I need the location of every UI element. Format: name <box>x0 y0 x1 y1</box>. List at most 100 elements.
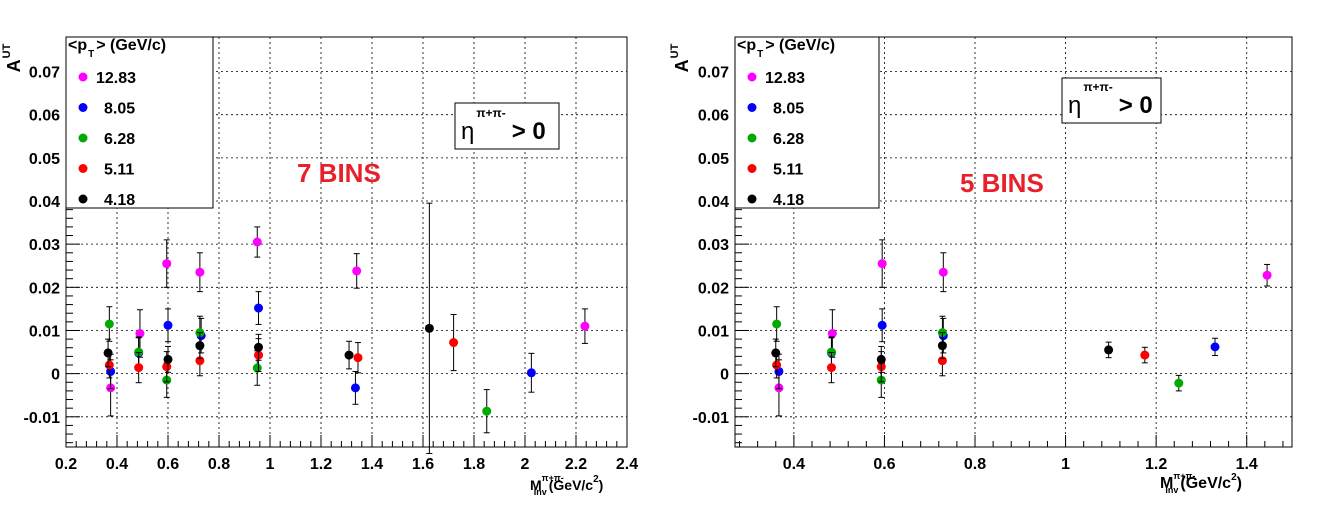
data-point <box>353 353 363 363</box>
legend-marker <box>747 72 757 82</box>
data-point <box>526 368 536 378</box>
x-tick-label: 2.4 <box>616 456 638 473</box>
eta-condition-box: ηπ+π-> 0 <box>1061 77 1162 124</box>
eta-box-frame <box>1061 77 1162 124</box>
eta-condition-text: ηπ+π-> 0 <box>1068 80 1153 119</box>
data-point <box>134 363 144 373</box>
data-point <box>254 303 264 313</box>
legend-label: 5.11 <box>104 162 134 179</box>
data-point <box>876 354 886 364</box>
x-tick-label: 1.6 <box>412 456 434 473</box>
series-12.83 <box>106 226 590 417</box>
legend-marker <box>78 103 88 112</box>
series-5.11 <box>104 314 459 384</box>
y-tick-label: 0.02 <box>698 280 729 297</box>
x-tick-label: 0.4 <box>106 456 128 473</box>
y-tick-label: 0.07 <box>698 65 729 82</box>
y-tick-label: 0.01 <box>698 323 729 340</box>
eta-condition-box: ηπ+π-> 0 <box>454 102 560 150</box>
legend: <pT> (GeV/c) 12.83 8.05 6.28 5.11 4.18 <box>65 36 214 209</box>
y-tick-label: 0.01 <box>29 323 60 340</box>
data-point <box>252 237 262 247</box>
data-point <box>344 350 354 360</box>
x-tick-label: 0.4 <box>783 456 805 473</box>
eta-box-frame <box>454 102 560 150</box>
x-axis: 0.4 0.6 0.8 1 1.2 1.4 <box>739 435 1284 473</box>
x-tick-label: 2.2 <box>565 456 587 473</box>
legend-label: 8.05 <box>773 101 804 118</box>
data-point <box>104 360 114 370</box>
y-tick-label: 0.06 <box>29 108 60 125</box>
x-tick-label: 0.8 <box>964 456 986 473</box>
data-point <box>162 362 172 372</box>
series-4.18 <box>771 332 1114 373</box>
data-point <box>104 319 114 329</box>
data-point <box>449 338 459 348</box>
y-axis: -0.01 0 0.01 0.02 0.03 0.04 0.05 0.06 0.07 <box>24 36 80 444</box>
data-point <box>195 267 205 277</box>
data-point <box>772 360 782 370</box>
legend-label: 8.05 <box>104 101 135 118</box>
y-axis-title: AUT <box>1 43 24 72</box>
legend-label: 6.28 <box>773 131 804 148</box>
right-chart-panel: 0.4 0.6 0.8 1 1.2 1.4 -0.01 0 0.01 0.02 0.03 0.04 0.… <box>669 36 1293 495</box>
data-point <box>103 348 113 358</box>
y-tick-label: 0.06 <box>698 108 729 125</box>
data-point <box>877 259 887 269</box>
legend-marker <box>78 164 88 173</box>
legend-label: 4.18 <box>773 192 804 209</box>
data-points <box>103 202 590 454</box>
x-tick-label: 0.6 <box>873 456 895 473</box>
legend-label: 6.28 <box>104 131 135 148</box>
x-tick-label: 0.8 <box>208 456 230 473</box>
data-point <box>424 323 434 333</box>
y-tick-label: 0 <box>720 367 729 384</box>
data-point <box>352 266 362 276</box>
x-tick-label: 1.4 <box>361 456 383 473</box>
plot-frame <box>65 36 628 448</box>
series-6.28 <box>104 306 492 434</box>
y-axis-title: AUT <box>669 43 692 72</box>
data-point <box>163 354 173 364</box>
y-tick-label: 0.04 <box>698 194 729 211</box>
legend-title: <pT> (GeV/c) <box>737 37 835 60</box>
x-tick-label: 1 <box>266 456 275 473</box>
y-tick-label: 0 <box>51 367 60 384</box>
legend-label: 12.83 <box>765 70 805 87</box>
x-axis-title: Mπ+π-Inv (GeV/c2) <box>1160 471 1242 495</box>
x-tick-label: 1 <box>1061 456 1070 473</box>
data-point <box>938 267 948 277</box>
data-point <box>826 363 836 373</box>
y-tick-label: -0.01 <box>24 410 61 427</box>
x-tick-label: 1.2 <box>310 456 332 473</box>
series-8.05 <box>774 308 1220 390</box>
bins-annotation: 7 BINS <box>297 158 381 188</box>
data-point <box>1174 378 1184 388</box>
data-point <box>827 328 837 338</box>
x-tick-label: 1.8 <box>463 456 485 473</box>
plot-frame <box>734 36 1293 448</box>
x-axis: 0.2 0.4 0.6 0.8 1 1.2 1.4 1.6 1.8 2 2.2 2.4 <box>55 435 638 473</box>
left-chart-panel: 0.2 0.4 0.6 0.8 1 1.2 1.4 1.6 1.8 2 2.2 2.4 -0.01 0 0.… <box>1 36 638 497</box>
data-point <box>162 259 172 269</box>
data-point <box>252 363 262 373</box>
y-tick-label: 0.07 <box>29 65 60 82</box>
data-point <box>1140 350 1150 360</box>
legend-title: <pT> (GeV/c) <box>68 37 166 60</box>
y-tick-label: 0.04 <box>29 194 60 211</box>
series-12.83 <box>774 239 1272 417</box>
data-point <box>1262 270 1272 280</box>
legend-marker <box>747 103 757 112</box>
data-point <box>580 321 590 331</box>
data-points <box>771 239 1272 417</box>
y-tick-label: 0.02 <box>29 280 60 297</box>
x-tick-label: 2 <box>521 456 530 473</box>
x-tick-label: 1.4 <box>1236 456 1258 473</box>
legend-marker <box>747 164 757 173</box>
data-point <box>877 320 887 330</box>
legend-marker <box>747 133 757 143</box>
data-point <box>772 319 782 329</box>
y-tick-label: 0.05 <box>698 151 729 168</box>
legend-marker <box>747 194 757 204</box>
